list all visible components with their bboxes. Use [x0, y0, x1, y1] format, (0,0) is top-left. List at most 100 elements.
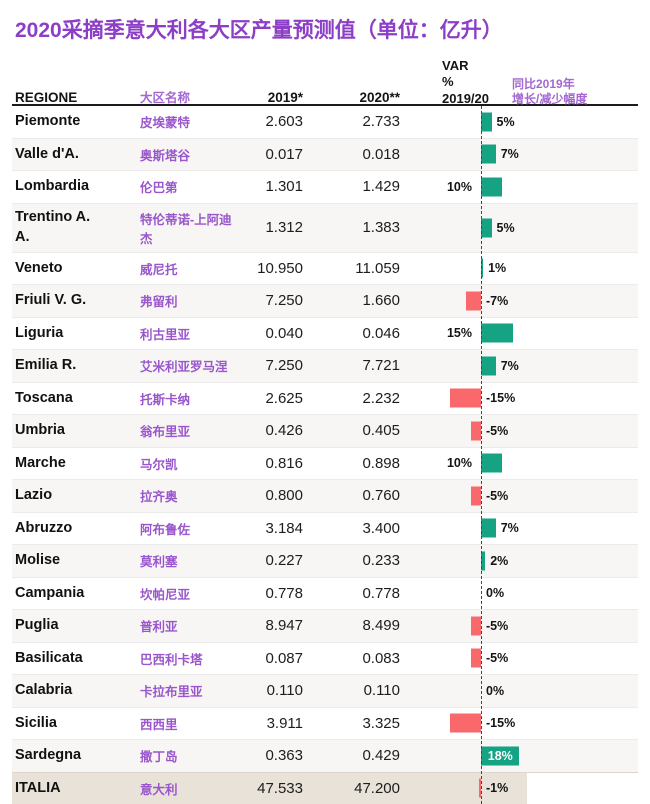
var-pct-left-label: 15% [446, 326, 472, 341]
table-row-molise: Molise 莫利塞 0.227 0.233 2% [12, 544, 638, 577]
var-bar-cell: -5% [470, 643, 638, 675]
table-row-calabria: Calabria 卡拉布里亚 0.110 0.110 0% [12, 674, 638, 707]
region-name-cn: 伦巴第 [140, 181, 178, 196]
value-2019: 47.533 [257, 779, 303, 797]
var-pct-label: -5% [486, 488, 509, 503]
var-bar-cell: 7% [477, 350, 638, 382]
var-bar-cell: -1% [477, 773, 638, 804]
var-pct-label: 18% [487, 748, 513, 763]
var-bar-cell: 0% [477, 578, 638, 610]
region-name-cn: 撒丁岛 [140, 750, 178, 765]
var-pct-left-label: 10% [446, 456, 472, 471]
value-2019: 0.087 [265, 649, 303, 667]
region-name-cn: 西西里 [140, 717, 178, 732]
var-bar-cell: -5% [470, 480, 638, 512]
var-pct-label: 0% [486, 683, 505, 698]
negative-var-bar [449, 388, 481, 408]
region-name: Piemonte [15, 113, 81, 130]
region-name: Basilicata [15, 649, 83, 666]
table-row-piemonte: Piemonte 皮埃蒙特 2.603 2.733 5% [12, 106, 638, 138]
region-name: Umbria [15, 422, 65, 439]
negative-var-bar [449, 713, 481, 733]
table-row-liguria: Liguria 利古里亚 0.040 0.046 15% [12, 316, 638, 350]
region-name-cn: 意大利 [140, 782, 178, 797]
value-2020: 1.383 [362, 219, 400, 237]
column-header-2020: 2020** [359, 90, 400, 106]
var-bar-cell: -15% [449, 383, 638, 415]
var-bar-cell [477, 318, 638, 350]
value-2019: 0.800 [265, 487, 303, 505]
column-header-regione: REGIONE [15, 90, 78, 106]
region-name-cn: 拉齐奥 [140, 490, 178, 505]
positive-var-bar [481, 323, 513, 343]
table-body-wrap: REGIONE 大区名称 2019* 2020** VAR % 2019/20 … [12, 58, 638, 804]
value-2020: 7.721 [362, 357, 400, 375]
value-2019: 7.250 [265, 292, 303, 310]
var-pct-label: -7% [486, 293, 509, 308]
value-2019: 0.040 [265, 324, 303, 342]
region-name: Calabria [15, 682, 73, 699]
var-bar-cell: 2% [477, 545, 638, 577]
var-pct-label: -5% [486, 618, 509, 633]
value-2019: 0.426 [265, 422, 303, 440]
region-name-cn: 特伦蒂诺-上阿迪杰 [140, 212, 232, 246]
region-name-cn: 阿布鲁佐 [140, 522, 191, 537]
value-2019: 2.625 [265, 389, 303, 407]
region-name-cn: 艾米利亚罗马涅 [140, 360, 228, 375]
negative-var-bar [466, 291, 481, 311]
value-2020: 0.233 [362, 552, 400, 570]
value-2020: 3.400 [362, 519, 400, 537]
region-name-cn: 坎帕尼亚 [140, 587, 191, 602]
var-pct-label: 1% [488, 261, 507, 276]
table-row-puglia: Puglia 普利亚 8.947 8.499 -5% [12, 609, 638, 642]
value-2019: 0.816 [265, 454, 303, 472]
positive-var-bar [481, 177, 502, 197]
region-name: Friuli V. G. [15, 292, 87, 309]
region-name: Marche [15, 454, 66, 471]
table-row-emilia-r: Emilia R. 艾米利亚罗马涅 7.250 7.721 7% [12, 349, 638, 382]
region-name: Lombardia [15, 178, 90, 195]
region-name-cn: 普利亚 [140, 620, 178, 635]
negative-var-bar [470, 616, 481, 636]
value-2020: 0.110 [363, 682, 400, 700]
var-pct-label: 5% [496, 220, 515, 235]
region-name: ITALIA [15, 779, 61, 796]
positive-var-bar [481, 144, 496, 164]
region-name-cn: 托斯卡纳 [140, 392, 191, 407]
production-forecast-table: REGIONE 大区名称 2019* 2020** VAR % 2019/20 … [12, 58, 638, 804]
value-2020: 8.499 [362, 617, 400, 635]
var-bar-cell [477, 171, 638, 203]
value-2020: 1.660 [362, 292, 400, 310]
var-bar-cell: 5% [477, 204, 638, 252]
table-row-sardegna: Sardegna 撒丁岛 0.363 0.429 18% [12, 739, 638, 772]
value-2020: 0.429 [362, 747, 400, 765]
positive-var-bar [481, 551, 486, 571]
positive-var-bar [481, 356, 496, 376]
value-2020: 0.083 [362, 649, 400, 667]
var-pct-label: 7% [500, 521, 519, 536]
var-pct-label: -1% [486, 781, 509, 796]
var-pct-label: 0% [486, 586, 505, 601]
column-header-cn-name: 大区名称 [140, 91, 191, 106]
value-2019: 0.363 [265, 747, 303, 765]
page-title: 2020采摘季意大利各大区产量预测值（单位：亿升） [15, 19, 503, 42]
positive-var-bar [481, 112, 492, 132]
var-pct-label: -5% [486, 423, 509, 438]
region-name: Puglia [15, 617, 59, 634]
negative-var-bar [470, 421, 481, 441]
value-2019: 8.947 [265, 617, 303, 635]
value-2019: 0.110 [266, 682, 303, 700]
var-bar-cell: -5% [470, 415, 638, 447]
column-header-var-pct: VAR % 2019/20 [442, 58, 489, 106]
value-2019: 3.911 [266, 714, 303, 732]
region-name: Liguria [15, 324, 64, 341]
var-bar-cell: 5% [477, 106, 638, 138]
table-row-trentino-a-a: Trentino A. A. 特伦蒂诺-上阿迪杰 1.312 1.383 5% [12, 202, 638, 252]
table-row-italia: ITALIA 意大利 47.533 47.200 -1% [12, 771, 638, 804]
var-bar-cell: 1% [477, 253, 638, 285]
table-row-umbria: Umbria 翁布里亚 0.426 0.405 -5% [12, 414, 638, 447]
var-bar-cell: 0% [477, 675, 638, 707]
var-pct-label: -15% [486, 391, 516, 406]
region-name: Veneto [15, 259, 63, 276]
